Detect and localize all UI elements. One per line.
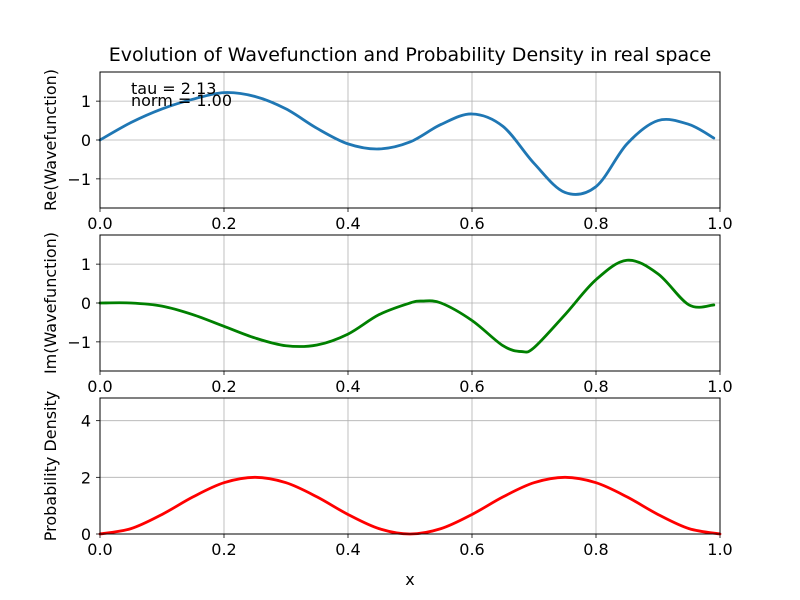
probability-density-xtick-label: 0.6: [459, 540, 484, 559]
im-wavefunction-ytick-label: −1: [67, 333, 91, 352]
probability-density-xtick-label: 0.8: [583, 540, 608, 559]
norm-annotation: norm = 1.00: [131, 91, 232, 110]
probability-density-xtick-label: 1.0: [707, 540, 732, 559]
im-wavefunction-xtick-label: 1.0: [707, 377, 732, 396]
re-wavefunction-ytick-label: 0: [81, 131, 91, 150]
probability-density-xtick-label: 0.4: [335, 540, 360, 559]
im-wavefunction-ytick-label: 1: [81, 255, 91, 274]
re-wavefunction-series-line: [98, 91, 716, 196]
probability-density-axes-frame: [99, 397, 721, 535]
re-wavefunction-ylabel: Re(Wavefunction): [41, 69, 60, 211]
re-wavefunction-ytick-label: 1: [81, 92, 91, 111]
re-wavefunction-xtick-label: 0.0: [87, 214, 112, 233]
im-wavefunction-series-line: [98, 258, 716, 354]
tau-annotation: tau = 2.13: [131, 79, 216, 98]
re-wavefunction-panel: 0.0 0.2 0.4 0.6 0.8 1.0−101 Re(Wavefunction) …: [41, 69, 733, 233]
probability-density-series-line: [98, 475, 722, 536]
re-wavefunction-xtick-label: 0.4: [335, 214, 360, 233]
probability-density-xtick-label: 0.0: [87, 540, 112, 559]
im-wavefunction-xtick-label: 0.4: [335, 377, 360, 396]
probability-density-ytick-label: 4: [81, 412, 91, 431]
probability-density-ylabel: Probability Density: [41, 391, 60, 542]
re-wavefunction-xtick-label: 0.2: [211, 214, 236, 233]
figure-title: Evolution of Wavefunction and Probabilit…: [109, 44, 711, 66]
im-wavefunction-xtick-label: 0.2: [211, 377, 236, 396]
probability-density-ytick-label: 0: [81, 525, 91, 544]
im-wavefunction-xtick-label: 0.0: [87, 377, 112, 396]
im-wavefunction-ylabel: Im(Wavefunction): [41, 232, 60, 374]
re-wavefunction-xtick-label: 0.8: [583, 214, 608, 233]
re-wavefunction-xtick-label: 1.0: [707, 214, 732, 233]
re-wavefunction-xtick-label: 0.6: [459, 214, 484, 233]
im-wavefunction-ytick-label: 0: [81, 294, 91, 313]
re-wavefunction-ytick-label: −1: [67, 170, 91, 189]
probability-density-xtick-label: 0.2: [211, 540, 236, 559]
probability-density-panel: 0.0 0.2 0.4 0.6 0.8 1.0 0 2 4 Probability Densit…: [41, 391, 733, 589]
im-wavefunction-xtick-label: 0.6: [459, 377, 484, 396]
im-wavefunction-xtick-label: 0.8: [583, 377, 608, 396]
im-wavefunction-panel: 0.0 0.2 0.4 0.6 0.8 1.0 −1 0 1 Im(Wavefunction): [41, 232, 733, 396]
probability-density-ytick-label: 2: [81, 468, 91, 487]
probability-density-xlabel: x: [405, 570, 414, 589]
